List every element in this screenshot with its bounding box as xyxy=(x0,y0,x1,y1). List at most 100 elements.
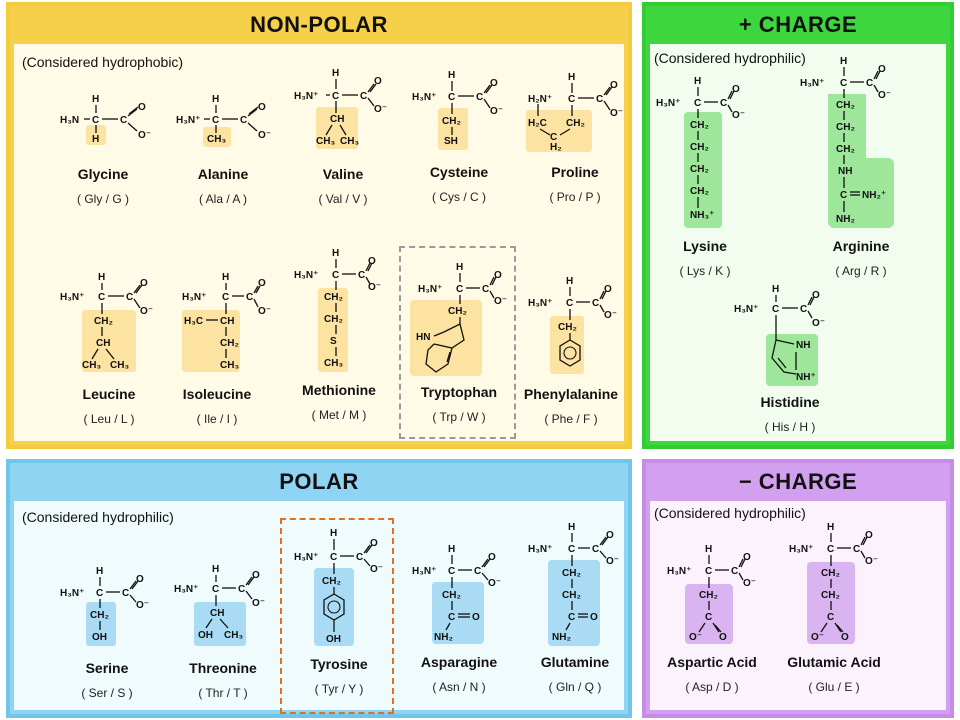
structure-text: NH₃⁺ xyxy=(690,210,714,221)
aa-alanine: H₃N⁺ H C C O O⁻ CH₃ Alanine ( Ala / A ) xyxy=(168,80,278,206)
structure-text: O⁻ xyxy=(743,578,756,589)
structure-text: CH₂ xyxy=(442,590,461,601)
asparagine-structure: H₃N⁺ H C C O O⁻ CH₂ C O NH₂ xyxy=(412,544,501,644)
structure-text: NH⁺ xyxy=(796,372,816,383)
aa-abbr: ( Pro / P ) xyxy=(549,190,601,204)
structure-text: H₃N⁺ xyxy=(656,98,680,109)
structure-text: O xyxy=(472,612,480,623)
structure-text: C xyxy=(705,566,712,577)
structure-text: CH₂ xyxy=(821,568,840,579)
structure-text: CH xyxy=(210,608,224,619)
structure-text: O⁻ xyxy=(368,282,381,293)
structure-text: C xyxy=(840,78,847,89)
phenylalanine-structure: H₃N⁺ H C C O O⁻ CH₂ xyxy=(528,276,617,374)
structure-text: CH₂ xyxy=(821,590,840,601)
structure-text: O xyxy=(138,102,146,113)
structure-text: CH₂ xyxy=(442,116,461,127)
structure-text: HN xyxy=(416,332,430,343)
structure-text: H₃N⁺ xyxy=(174,584,198,595)
structure-text: CH₂ xyxy=(562,590,581,601)
structure-text: H xyxy=(96,566,103,577)
structure-text: CH₂ xyxy=(690,186,709,197)
negative-charge-note: (Considered hydrophilic) xyxy=(654,505,806,521)
aa-abbr: ( Ile / I ) xyxy=(196,412,238,426)
structure-text: H xyxy=(566,276,573,287)
aa-proline: H₂N⁺ H C C O O⁻ H₂C CH₂ C H₂ Proline ( P… xyxy=(520,66,630,204)
aa-glutamine: H₃N⁺ H C C O O⁻ CH₂ CH₂ C O NH₂ Glutamin… xyxy=(520,518,630,694)
structure-text: O xyxy=(610,80,618,91)
structure-text: H xyxy=(456,262,463,273)
structure-text: CH₂ xyxy=(448,306,467,317)
cysteine-structure: H₃N⁺ H C C O O⁻ CH₂ SH xyxy=(412,70,503,150)
glutamic-acid-structure: H₃N⁺ H C C O O⁻ CH₂ CH₂ C O⁻ O xyxy=(789,522,878,644)
aa-lysine: H₃N⁺ H C C O O⁻ CH₂ CH₂ CH₂ CH₂ NH₃⁺ Lys… xyxy=(650,72,760,278)
tryptophan-structure: H₃N⁺ H C C O O⁻ CH₂ HN xyxy=(410,262,507,376)
aa-name: Proline xyxy=(551,164,599,180)
structure-text: CH₂ xyxy=(836,144,855,155)
structure-text: H xyxy=(772,284,779,295)
structure-text: C xyxy=(240,115,247,126)
structure-text: H xyxy=(840,56,847,67)
structure-text: C xyxy=(592,544,599,555)
structure-text: C xyxy=(482,284,489,295)
structure-text: CH₃ xyxy=(224,630,243,641)
valine-structure: H₃N⁺ H C C O O⁻ CH CH₃ CH₃ xyxy=(294,68,387,149)
structure-text: C xyxy=(476,92,483,103)
structure-text: C xyxy=(474,566,481,577)
aa-name: Phenylalanine xyxy=(523,386,619,402)
structure-text: CH₂ xyxy=(324,314,343,325)
structure-text: C xyxy=(212,115,219,126)
aa-name: Tryptophan xyxy=(420,384,498,400)
structure-text: CH₂ xyxy=(94,316,113,327)
structure-text: C xyxy=(330,552,337,563)
aa-abbr: ( Gly / G ) xyxy=(77,192,129,206)
structure-text: H xyxy=(332,68,339,79)
structure-text: O⁻ xyxy=(370,564,383,575)
aa-abbr: ( Lys / K ) xyxy=(679,264,731,278)
aa-abbr: ( Phe / F ) xyxy=(544,412,598,426)
structure-text: O⁻ xyxy=(374,104,387,115)
methionine-structure: H₃N⁺ H C C O O⁻ CH₂ CH₂ S CH₃ xyxy=(294,248,381,372)
structure-text: H xyxy=(448,544,455,555)
structure-text: C xyxy=(694,98,701,109)
nonpolar-note: (Considered hydrophobic) xyxy=(22,54,184,70)
structure-text: C xyxy=(568,612,575,623)
structure-text: C xyxy=(705,612,712,623)
structure-text: CH₂ xyxy=(220,338,239,349)
aa-tryptophan: H₃N⁺ H C C O O⁻ CH₂ HN Tryptophan ( Trp … xyxy=(404,256,514,424)
aa-abbr: ( Glu / E ) xyxy=(808,680,860,694)
structure-text: O⁻ xyxy=(258,306,271,317)
aa-phenylalanine: H₃N⁺ H C C O O⁻ CH₂ Phenylalanine ( Phe … xyxy=(514,272,628,426)
structure-text: CH₂ xyxy=(90,610,109,621)
structure-text: H xyxy=(568,522,575,533)
structure-text: CH₃ xyxy=(110,360,129,371)
structure-text: O xyxy=(865,530,873,541)
structure-text: H₃C xyxy=(184,316,203,327)
structure-text: C xyxy=(332,270,339,281)
aa-histidine: H₃N⁺ H C C O O⁻ NH NH⁺ Histidine ( His /… xyxy=(730,282,850,434)
structure-text: H₃N⁺ xyxy=(789,544,813,555)
structure-text: H xyxy=(212,564,219,575)
aa-abbr: ( Arg / R ) xyxy=(835,264,887,278)
structure-text: O xyxy=(374,76,382,87)
aa-glutamic-acid: H₃N⁺ H C C O O⁻ CH₂ CH₂ C O⁻ O Glutamic … xyxy=(778,518,890,694)
structure-text: S xyxy=(330,336,337,347)
structure-text: OH xyxy=(198,630,213,641)
structure-text: O xyxy=(719,632,727,643)
aa-name: Asparagine xyxy=(420,654,498,670)
glutamine-structure: H₃N⁺ H C C O O⁻ CH₂ CH₂ C O NH₂ xyxy=(528,522,619,646)
structure-text: H xyxy=(332,248,339,259)
aa-abbr: ( Leu / L ) xyxy=(83,412,135,426)
structure-text: C xyxy=(448,566,455,577)
structure-text: O xyxy=(258,102,266,113)
structure-text: CH₂ xyxy=(690,164,709,175)
aa-name: Alanine xyxy=(197,166,249,182)
structure-text: NH₂ xyxy=(836,214,855,225)
aa-arginine: H₃N⁺ H C C O O⁻ CH₂ CH₂ CH₂ NH C NH₂⁺ NH… xyxy=(796,52,926,278)
structure-text: CH₂ xyxy=(690,142,709,153)
structure-text: C xyxy=(448,92,455,103)
structure-text: CH₂ xyxy=(322,576,341,587)
structure-text: C xyxy=(568,544,575,555)
structure-text: C xyxy=(356,552,363,563)
structure-text: H₃N⁺ xyxy=(60,292,84,303)
